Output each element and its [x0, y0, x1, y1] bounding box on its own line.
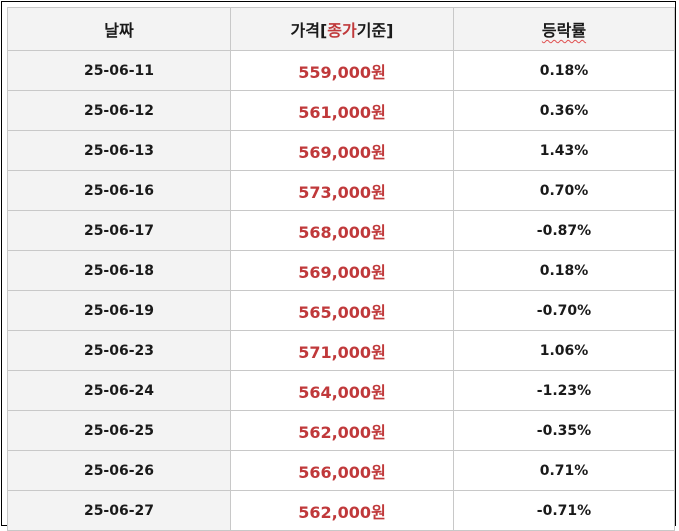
price-cell: 561,000원 — [230, 90, 454, 131]
table-row: 25-06-27 562,000원 -0.71% — [7, 490, 675, 531]
table-row: 25-06-24 564,000원 -1.23% — [7, 370, 675, 411]
header-price-suffix: 기준] — [356, 21, 394, 40]
price-cell: 573,000원 — [230, 170, 454, 211]
rate-cell: 0.18% — [453, 50, 675, 91]
price-cell: 562,000원 — [230, 490, 454, 531]
price-cell: 559,000원 — [230, 50, 454, 91]
stock-price-table: 날짜 가격[종가기준] 등락률 25-06-11 559,000원 0.18% 25-… — [7, 7, 675, 531]
price-cell: 565,000원 — [230, 290, 454, 331]
header-rate-label: 등락률 — [541, 21, 587, 40]
header-rate: 등락률 — [453, 7, 675, 51]
date-cell: 25-06-23 — [7, 330, 231, 371]
table-header: 날짜 가격[종가기준] 등락률 — [7, 7, 675, 51]
price-cell: 571,000원 — [230, 330, 454, 371]
date-cell: 25-06-25 — [7, 410, 231, 451]
rate-cell: -0.70% — [453, 290, 675, 331]
price-cell: 566,000원 — [230, 450, 454, 491]
table-row: 25-06-26 566,000원 0.71% — [7, 450, 675, 491]
date-cell: 25-06-11 — [7, 50, 231, 91]
header-price-accent: 종가 — [327, 21, 357, 40]
date-cell: 25-06-24 — [7, 370, 231, 411]
header-date: 날짜 — [7, 7, 231, 51]
rate-cell: 0.71% — [453, 450, 675, 491]
date-cell: 25-06-12 — [7, 90, 231, 131]
rate-cell: 1.06% — [453, 330, 675, 371]
rate-cell: -0.35% — [453, 410, 675, 451]
table-row: 25-06-16 573,000원 0.70% — [7, 170, 675, 211]
rate-cell: 0.36% — [453, 90, 675, 131]
date-cell: 25-06-17 — [7, 210, 231, 251]
table-row: 25-06-23 571,000원 1.06% — [7, 330, 675, 371]
table-row: 25-06-11 559,000원 0.18% — [7, 50, 675, 91]
table-row: 25-06-19 565,000원 -0.70% — [7, 290, 675, 331]
table-body: 25-06-11 559,000원 0.18% 25-06-12 561,000원 0.3… — [7, 50, 675, 531]
date-cell: 25-06-27 — [7, 490, 231, 531]
header-date-label: 날짜 — [104, 21, 134, 40]
date-cell: 25-06-18 — [7, 250, 231, 291]
date-cell: 25-06-13 — [7, 130, 231, 171]
price-cell: 568,000원 — [230, 210, 454, 251]
date-cell: 25-06-19 — [7, 290, 231, 331]
table-row: 25-06-18 569,000원 0.18% — [7, 250, 675, 291]
table-row: 25-06-12 561,000원 0.36% — [7, 90, 675, 131]
table-row: 25-06-13 569,000원 1.43% — [7, 130, 675, 171]
price-cell: 562,000원 — [230, 410, 454, 451]
rate-cell: 1.43% — [453, 130, 675, 171]
table-row: 25-06-25 562,000원 -0.35% — [7, 410, 675, 451]
rate-cell: -0.71% — [453, 490, 675, 531]
header-price-prefix: 가격[ — [290, 21, 328, 40]
date-cell: 25-06-26 — [7, 450, 231, 491]
rate-cell: 0.70% — [453, 170, 675, 211]
date-cell: 25-06-16 — [7, 170, 231, 211]
header-price: 가격[종가기준] — [230, 7, 454, 51]
price-cell: 564,000원 — [230, 370, 454, 411]
price-cell: 569,000원 — [230, 250, 454, 291]
table-row: 25-06-17 568,000원 -0.87% — [7, 210, 675, 251]
rate-cell: -0.87% — [453, 210, 675, 251]
header-row: 날짜 가격[종가기준] 등락률 — [7, 7, 675, 51]
price-cell: 569,000원 — [230, 130, 454, 171]
rate-cell: 0.18% — [453, 250, 675, 291]
rate-cell: -1.23% — [453, 370, 675, 411]
